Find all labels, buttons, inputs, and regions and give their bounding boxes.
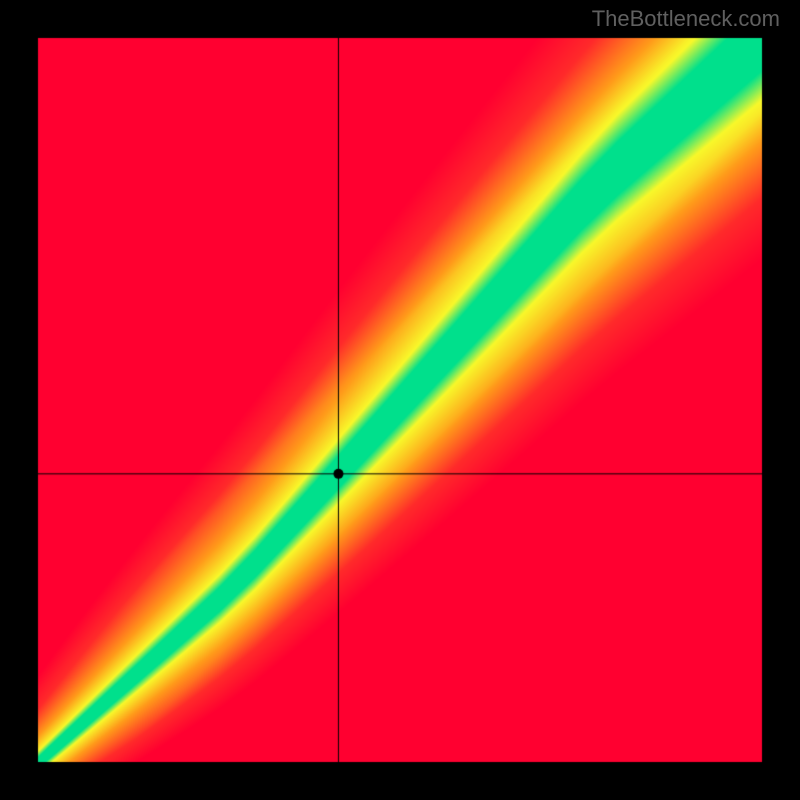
chart-container: TheBottleneck.com <box>0 0 800 800</box>
heatmap-canvas <box>0 0 800 800</box>
watermark-text: TheBottleneck.com <box>592 6 780 32</box>
